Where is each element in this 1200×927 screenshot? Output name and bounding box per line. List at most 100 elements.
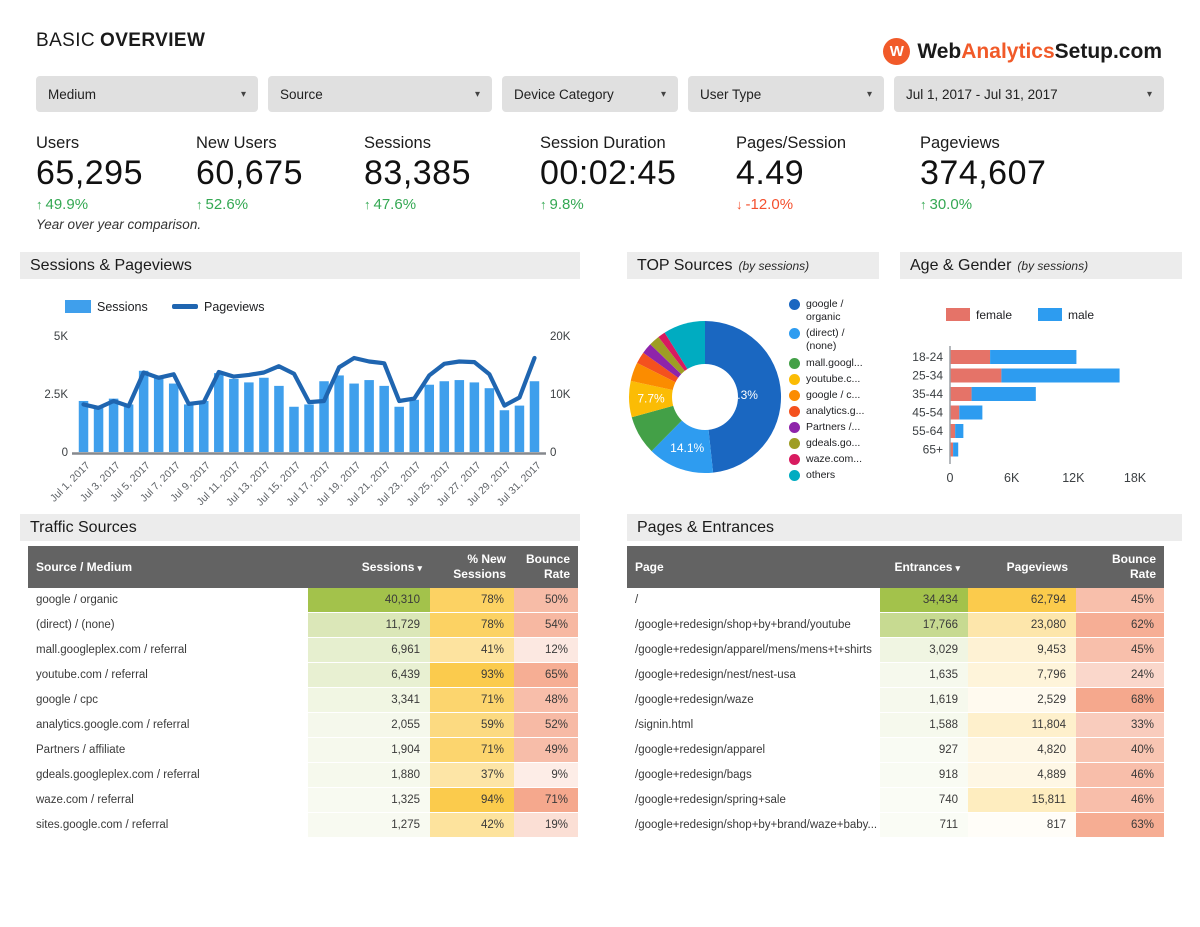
cell-page: /google+redesign/apparel/mens/mens+t+shi…	[627, 637, 880, 663]
legend-dot-icon	[789, 422, 800, 433]
legend-dot-icon	[789, 438, 800, 450]
kpi-label: Users	[36, 134, 80, 152]
cell-bounce-rate: 24%	[1076, 662, 1164, 688]
legend-dot-icon	[789, 373, 800, 385]
legend-dot-icon	[789, 299, 800, 310]
page-title-light: BASIC	[36, 30, 96, 51]
kpi-delta: ↑ 30.0%	[920, 196, 1046, 213]
cell-bounce-rate: 65%	[514, 662, 578, 688]
cell-source-medium: analytics.google.com / referral	[28, 712, 308, 738]
kpi-label: Pages/Session	[736, 134, 847, 152]
chevron-down-icon: ▾	[866, 88, 872, 100]
filter-source[interactable]: Source ▾	[268, 76, 492, 112]
cell-sessions: 2,055	[308, 712, 430, 738]
kpi-value: 83,385	[364, 154, 471, 192]
kpi-value: 374,607	[920, 154, 1047, 192]
legend-label: google / c...	[806, 388, 861, 401]
kpi-delta: ↑ 47.6%	[364, 196, 471, 213]
cell-bounce-rate: 45%	[1076, 588, 1164, 613]
kpi-value: 00:02:45	[540, 154, 677, 192]
logo-w-icon: W	[883, 38, 911, 65]
top-sources-legend: google / organic (direct) / (none) mall.go…	[789, 298, 889, 483]
top-sources-svg: 48.3% 14.1% 7.7%	[629, 321, 782, 474]
svg-text:0: 0	[550, 447, 556, 459]
pie-slice	[705, 321, 782, 473]
cell-pageviews: 817	[968, 812, 1076, 838]
legend-dot-icon	[789, 470, 800, 482]
cell-page: /google+redesign/apparel	[627, 737, 880, 763]
kpi-delta-value: 47.6%	[373, 196, 417, 213]
cell-page: /	[627, 588, 880, 613]
kpi-delta-value: 9.8%	[549, 196, 584, 213]
cell-new-sessions: 94%	[430, 787, 514, 813]
section-top-sources: TOP Sources (by sessions)	[627, 252, 879, 279]
section-title: Pages & Entrances	[637, 518, 774, 536]
svg-text:55-64: 55-64	[912, 424, 943, 438]
column-header-page[interactable]: Page	[627, 546, 880, 588]
svg-text:65+: 65+	[923, 443, 943, 457]
cell-new-sessions: 59%	[430, 712, 514, 738]
filter-label: Jul 1, 2017 - Jul 31, 2017	[906, 86, 1058, 102]
cell-entrances: 1,619	[880, 687, 968, 713]
age-gender-chart: female male 18-24 25-34 35-44 45-54 55-64 65+ 0 6…	[900, 292, 1185, 497]
cell-sessions: 1,325	[308, 787, 430, 813]
column-header-entrances[interactable]: Entrances ▾	[880, 546, 968, 588]
cell-bounce-rate: 54%	[514, 612, 578, 638]
cell-pageviews: 7,796	[968, 662, 1076, 688]
cell-new-sessions: 71%	[430, 687, 514, 713]
table-row: google / organic 40,310 78% 50%	[28, 588, 578, 613]
kpi-delta-value: 49.9%	[45, 196, 89, 213]
cell-entrances: 1,588	[880, 712, 968, 738]
traffic-sources-table: Source / Medium Sessions ▾% New Sessions Bo…	[28, 546, 578, 838]
section-title: Age & Gender	[910, 256, 1012, 274]
svg-text:female: female	[976, 308, 1012, 322]
cell-bounce-rate: 19%	[514, 812, 578, 838]
cell-entrances: 17,766	[880, 612, 968, 638]
chevron-down-icon: ▾	[474, 88, 480, 100]
pageviews-line	[81, 355, 537, 411]
cell-source-medium: gdeals.googleplex.com / referral	[28, 762, 308, 788]
column-header-source-medium[interactable]: Source / Medium	[28, 546, 308, 588]
filter-medium[interactable]: Medium ▾	[36, 76, 258, 112]
cell-bounce-rate: 46%	[1076, 762, 1164, 788]
pie-percent-label: 48.3%	[724, 388, 758, 402]
cell-page: /google+redesign/bags	[627, 762, 880, 788]
legend-label: mall.googl...	[806, 356, 863, 369]
section-traffic-sources: Traffic Sources	[20, 514, 580, 541]
svg-text:18K: 18K	[1124, 471, 1147, 485]
cell-pageviews: 9,453	[968, 637, 1076, 663]
cell-source-medium: (direct) / (none)	[28, 612, 308, 638]
logo-text: WebAnalyticsSetup.com	[917, 39, 1162, 63]
cell-page: /google+redesign/nest/nest-usa	[627, 662, 880, 688]
kpi-delta-value: 30.0%	[929, 196, 973, 213]
cell-sessions: 1,275	[308, 812, 430, 838]
section-title: Sessions & Pageviews	[30, 256, 192, 274]
pie-percent-label: 7.7%	[637, 392, 665, 406]
cell-source-medium: sites.google.com / referral	[28, 812, 308, 838]
cell-source-medium: Partners / affiliate	[28, 737, 308, 763]
section-title: TOP Sources	[637, 256, 733, 274]
filter-label: Device Category	[514, 86, 614, 102]
kpi-label: Pageviews	[920, 134, 1000, 152]
cell-pageviews: 15,811	[968, 787, 1076, 813]
column-header-new-sessions[interactable]: % New Sessions	[430, 546, 514, 588]
cell-source-medium: google / cpc	[28, 687, 308, 713]
legend-item: youtube.c...	[789, 373, 889, 386]
arrow-up-icon: ↑	[196, 197, 203, 212]
cell-bounce-rate: 33%	[1076, 712, 1164, 738]
column-header-pageviews[interactable]: Pageviews	[968, 546, 1076, 588]
kpi-label: Sessions	[364, 134, 431, 152]
sort-descending-icon: ▾	[955, 562, 960, 573]
column-header-bounce-rate[interactable]: Bounce Rate	[514, 546, 578, 588]
cell-bounce-rate: 62%	[1076, 612, 1164, 638]
column-header-bounce-rate[interactable]: Bounce Rate	[1076, 546, 1164, 588]
column-header-sessions[interactable]: Sessions ▾	[308, 546, 430, 588]
arrow-up-icon: ↑	[364, 197, 371, 212]
filter-device-category[interactable]: Device Category ▾	[502, 76, 678, 112]
table-row: /google+redesign/nest/nest-usa 1,635 7,796…	[627, 662, 1164, 688]
filter-user-type[interactable]: User Type ▾	[688, 76, 884, 112]
table-row: analytics.google.com / referral 2,055 59% 5…	[28, 712, 578, 738]
filter-jul-1-2017-jul-31-2017[interactable]: Jul 1, 2017 - Jul 31, 2017 ▾	[894, 76, 1164, 112]
cell-page: /google+redesign/waze	[627, 687, 880, 713]
